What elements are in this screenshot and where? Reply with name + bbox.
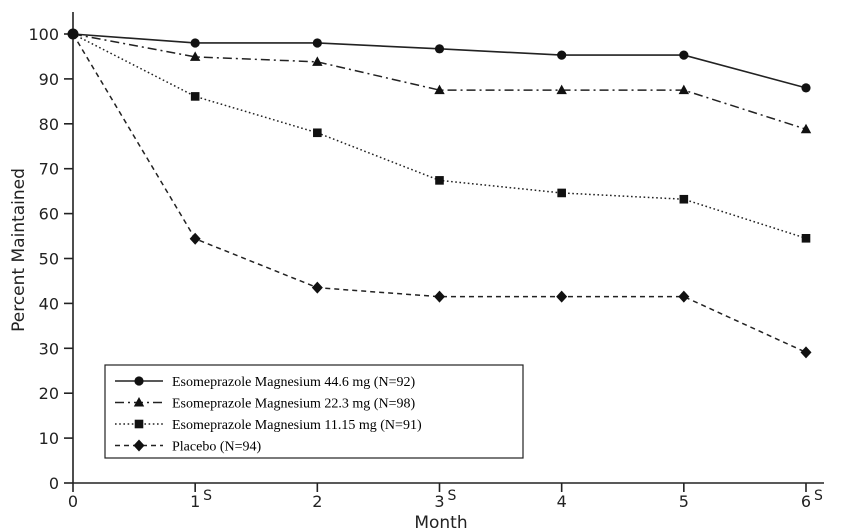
axes	[72, 12, 824, 484]
data-point	[679, 50, 689, 60]
y-tick-label: 100	[28, 25, 59, 44]
data-point-start	[67, 28, 79, 40]
data-point	[189, 51, 201, 61]
data-point	[189, 232, 201, 245]
x-tick-superscript: S	[203, 488, 212, 504]
legend-marker	[133, 439, 145, 452]
y-axis-label: Percent Maintained	[9, 168, 29, 332]
legend-label: Esomeprazole Magnesium 11.15 mg (N=91)	[172, 418, 422, 433]
x-tick-label: 5	[679, 492, 689, 511]
y-tick-label: 70	[39, 160, 59, 179]
x-tick-superscript: S	[814, 488, 823, 504]
data-point	[190, 92, 200, 101]
legend-label: Esomeprazole Magnesium 44.6 mg (N=92)	[172, 375, 415, 390]
y-ticks: 0 10 20 30 40 50 60 70 80 90 100	[28, 25, 73, 493]
data-point	[556, 84, 567, 95]
legend-marker	[133, 397, 145, 407]
x-tick-label: 3	[434, 492, 444, 511]
x-axis-label: Month	[414, 513, 467, 529]
y-tick-label: 0	[49, 474, 59, 493]
series-lines	[72, 33, 807, 354]
data-point	[434, 84, 445, 95]
y-tick-label: 20	[39, 384, 59, 403]
series-line-placebo-n-94	[72, 33, 807, 354]
legend-label: Placebo (N=94)	[172, 440, 261, 455]
legend-marker	[134, 419, 144, 429]
data-point	[800, 346, 812, 359]
data-point	[556, 290, 568, 303]
data-point	[434, 44, 445, 54]
legend: Esomeprazole Magnesium 44.6 mg (N=92) Eso…	[104, 364, 524, 459]
x-tick-label: 2	[312, 492, 322, 511]
data-point	[557, 188, 566, 198]
series-markers	[67, 28, 812, 359]
x-tick-label: 1	[190, 492, 200, 511]
y-tick-label: 30	[39, 339, 59, 358]
data-point	[313, 128, 322, 138]
data-point	[434, 290, 445, 303]
data-point	[435, 176, 444, 185]
legend-box	[104, 364, 524, 459]
y-tick-label: 80	[39, 115, 59, 134]
data-point	[801, 83, 811, 93]
x-tick-superscript: S	[448, 488, 457, 504]
data-point	[312, 56, 323, 66]
data-point	[678, 84, 690, 95]
data-point	[190, 38, 200, 48]
series-line-esomeprazole-magnesium-11-15-mg-n-91	[72, 33, 807, 240]
x-tick-label: 4	[557, 492, 567, 511]
y-tick-label: 60	[39, 205, 59, 224]
data-point	[311, 281, 323, 294]
data-point	[678, 290, 690, 303]
y-tick-label: 40	[39, 294, 59, 313]
legend-marker	[134, 376, 144, 386]
series-line-esomeprazole-magnesium-44-6-mg-n-92	[72, 33, 807, 89]
y-tick-label: 50	[39, 250, 59, 269]
data-point	[679, 194, 689, 204]
x-tick-label: 6	[801, 492, 811, 511]
y-tick-label: 10	[39, 429, 59, 448]
data-point	[312, 38, 322, 48]
data-point	[801, 233, 811, 243]
data-point	[800, 123, 812, 134]
y-tick-label: 90	[39, 70, 59, 89]
data-point	[557, 50, 567, 60]
legend-label: Esomeprazole Magnesium 22.3 mg (N=98)	[172, 397, 415, 412]
legend-items: Esomeprazole Magnesium 44.6 mg (N=92) Eso…	[115, 375, 422, 455]
x-tick-label: 0	[68, 492, 78, 511]
